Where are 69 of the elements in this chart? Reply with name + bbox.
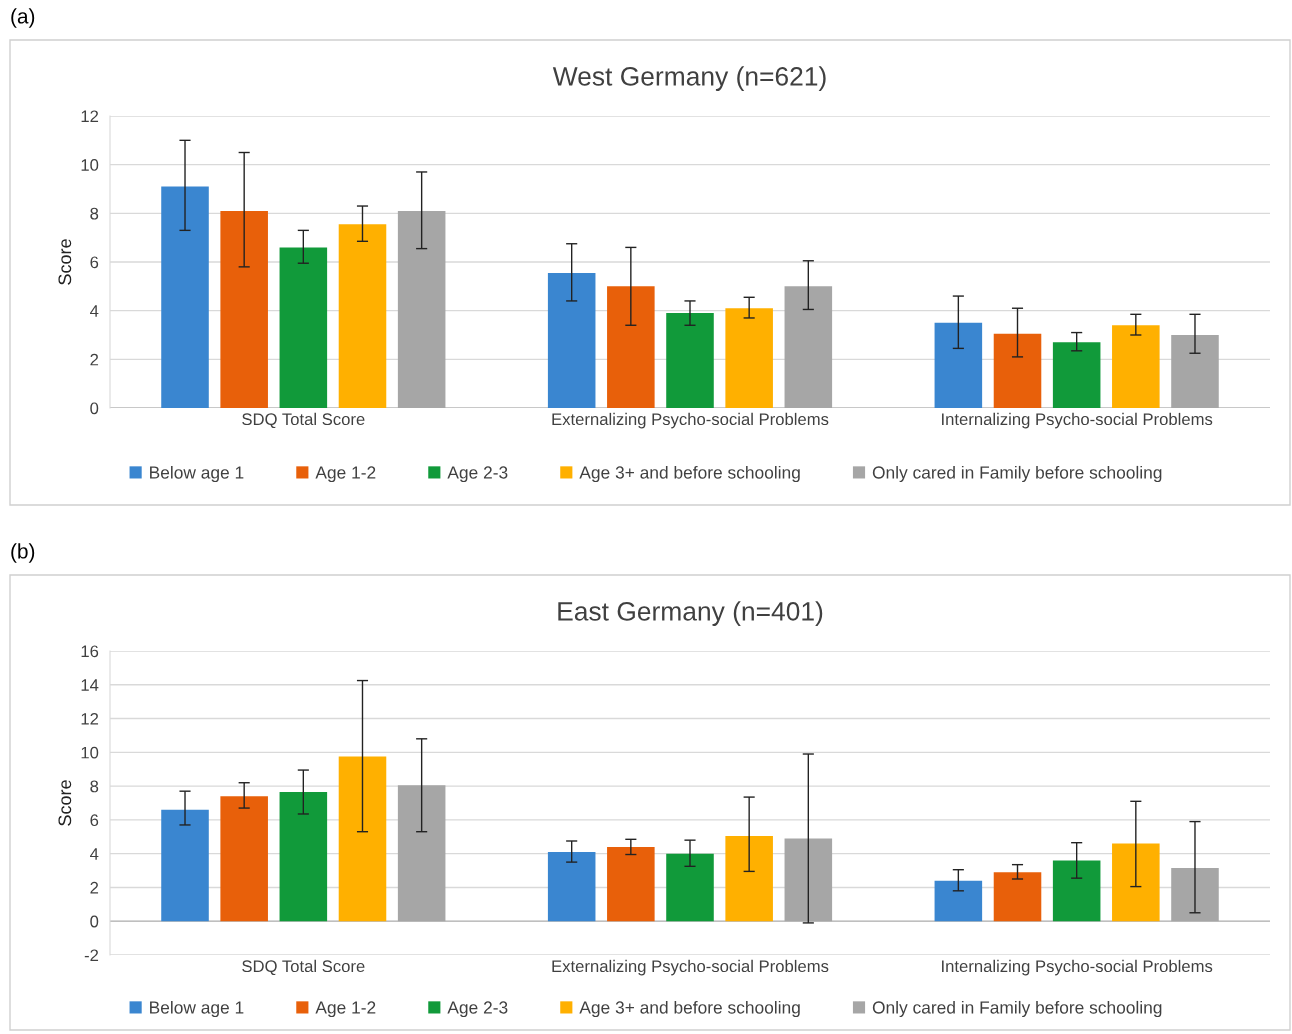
bar bbox=[1112, 843, 1160, 922]
y-tick-label: 6 bbox=[90, 814, 99, 827]
y-tick-label: 8 bbox=[90, 207, 99, 220]
bar bbox=[1052, 342, 1101, 408]
bar bbox=[725, 835, 773, 922]
bar bbox=[993, 333, 1042, 408]
bar bbox=[279, 792, 328, 922]
y-tick-label: 12 bbox=[81, 712, 99, 725]
chart-title: East Germany (n=401) bbox=[558, 601, 823, 626]
bar bbox=[1171, 335, 1219, 408]
bar bbox=[666, 313, 714, 408]
legend-label: Age 3+ and before schooling bbox=[579, 1000, 800, 1018]
legend-label: Age 1-2 bbox=[315, 466, 376, 483]
bar bbox=[161, 809, 209, 922]
y-tick-label: 4 bbox=[90, 848, 99, 860]
legend-label: Below age 1 bbox=[150, 465, 244, 483]
text: (a) bbox=[11, 8, 35, 28]
bar bbox=[934, 322, 983, 408]
y-tick-label: -2 bbox=[84, 949, 99, 962]
legend-label: Below age 1 bbox=[150, 1000, 244, 1018]
y-tick-label: 0 bbox=[90, 915, 99, 928]
y-tick-label: 0 bbox=[90, 402, 99, 415]
legend-label: Age 3+ and before schooling bbox=[579, 465, 800, 483]
legend-label: Age 1-2 bbox=[315, 1001, 376, 1018]
x-tick-label: SDQ Total Score bbox=[242, 412, 365, 429]
y-tick-label: 16 bbox=[81, 645, 99, 658]
legend-label: Age 2-3 bbox=[447, 1001, 508, 1018]
bar bbox=[784, 838, 833, 922]
bar bbox=[725, 308, 773, 408]
bar bbox=[161, 186, 209, 408]
bar bbox=[607, 286, 655, 408]
y-tick-label: 2 bbox=[90, 881, 99, 894]
legend-label: Age 2-3 bbox=[447, 466, 508, 483]
y-tick-label: 10 bbox=[81, 746, 99, 759]
bar bbox=[993, 872, 1042, 922]
legend-label: Only cared in Family before schooling bbox=[872, 465, 1162, 483]
bar bbox=[220, 210, 268, 408]
bar bbox=[1171, 868, 1219, 922]
bar bbox=[547, 851, 596, 922]
y-tick-label: 4 bbox=[90, 305, 99, 317]
x-tick-label: SDQ Total Score bbox=[242, 959, 365, 976]
bar bbox=[397, 210, 446, 408]
bar bbox=[279, 247, 328, 408]
y-axis-title: Score bbox=[58, 780, 72, 826]
bar bbox=[607, 846, 655, 922]
bar bbox=[397, 785, 446, 922]
bar bbox=[1112, 325, 1160, 408]
bar bbox=[338, 224, 387, 408]
x-tick-label: Internalizing Psycho-social Problems bbox=[942, 959, 1213, 976]
y-tick-label: 8 bbox=[90, 780, 99, 793]
x-tick-label: Externalizing Psycho-social Problems bbox=[552, 959, 829, 976]
y-tick-label: 6 bbox=[90, 256, 99, 269]
bar bbox=[784, 286, 833, 408]
text: (b) bbox=[11, 543, 35, 563]
bar bbox=[220, 796, 268, 922]
x-tick-label: Externalizing Psycho-social Problems bbox=[552, 412, 829, 429]
bar bbox=[547, 272, 596, 408]
x-tick-label: Internalizing Psycho-social Problems bbox=[942, 412, 1213, 429]
y-tick-label: 2 bbox=[90, 353, 99, 366]
y-tick-label: 12 bbox=[81, 110, 99, 123]
bar bbox=[934, 880, 983, 922]
bar bbox=[666, 853, 714, 922]
y-tick-label: 14 bbox=[81, 679, 99, 691]
legend-label: Only cared in Family before schooling bbox=[872, 1000, 1162, 1018]
y-axis-title: Score bbox=[58, 239, 72, 285]
y-tick-label: 10 bbox=[81, 159, 99, 171]
bar bbox=[1052, 860, 1101, 922]
bar bbox=[338, 756, 387, 922]
chart-title: West Germany (n=621) bbox=[552, 66, 826, 91]
